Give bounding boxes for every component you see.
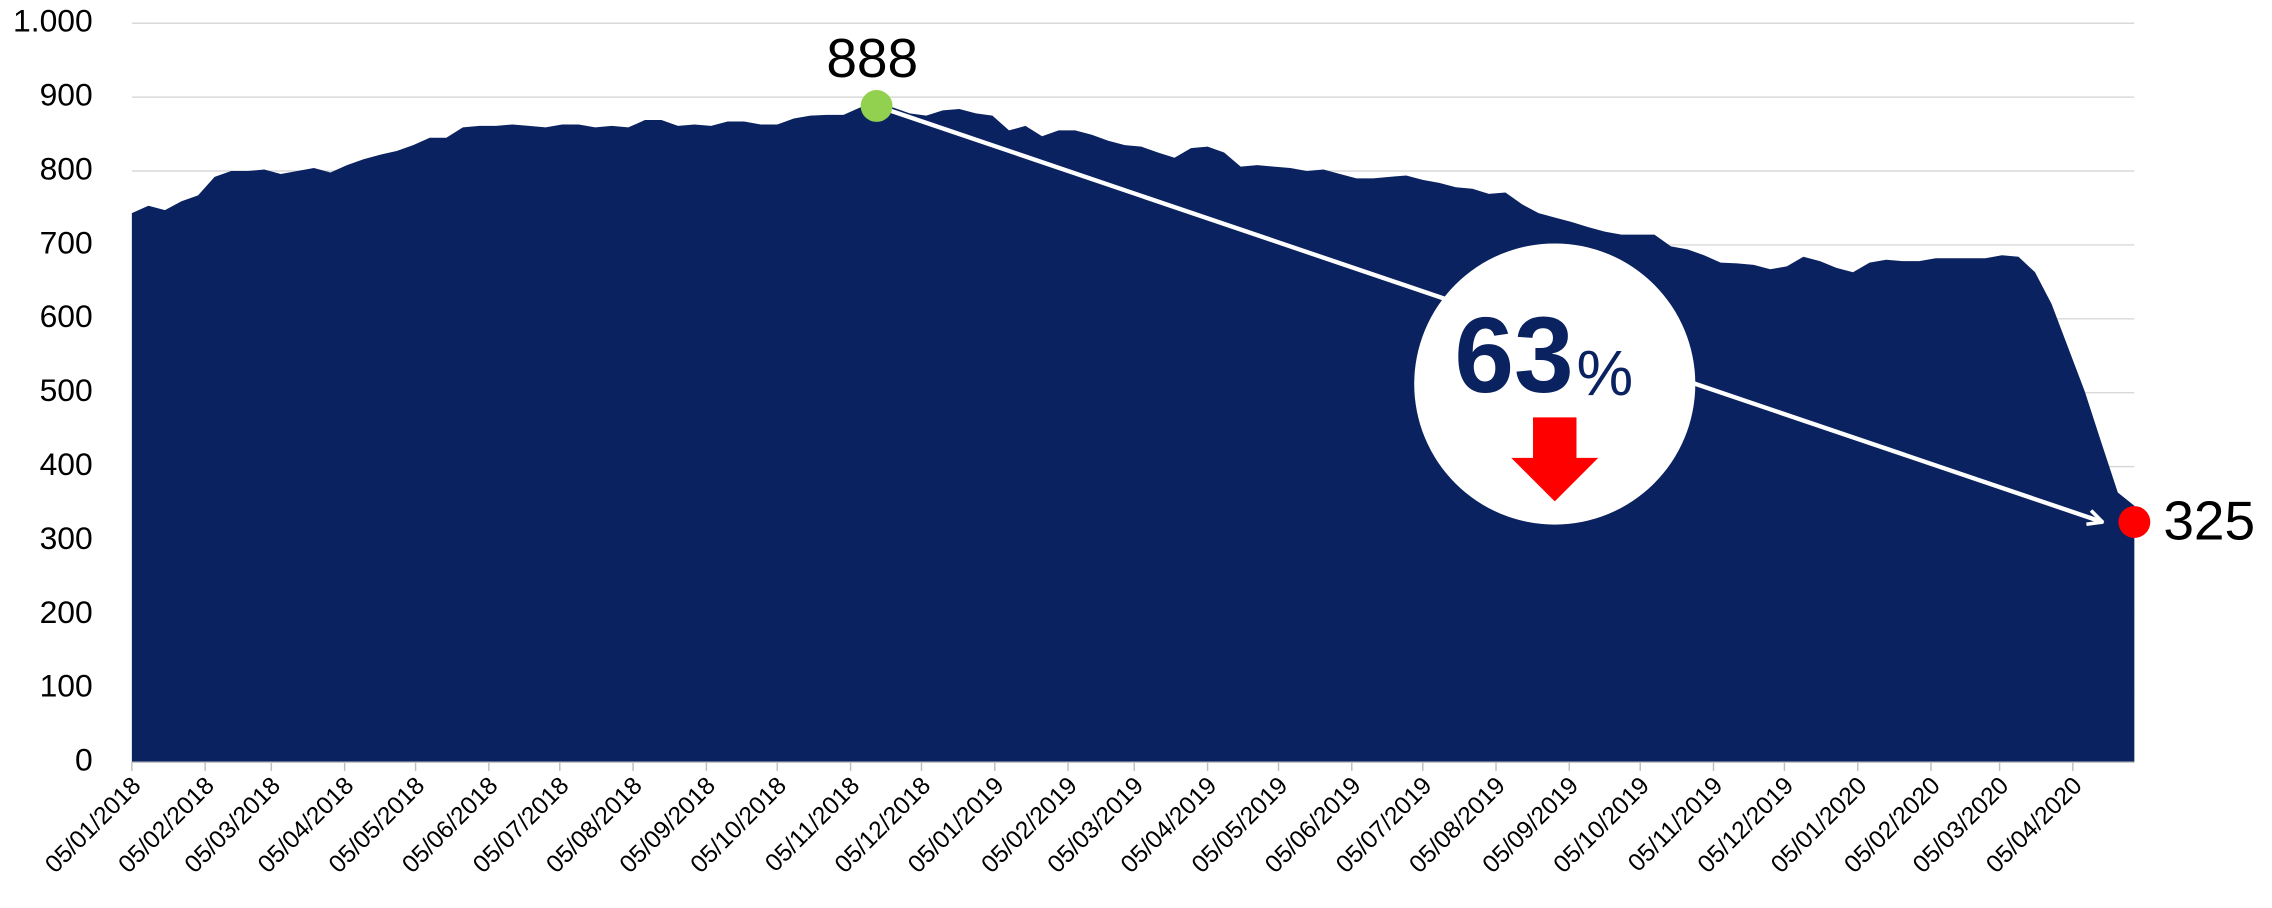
y-tick-label: 600 bbox=[40, 298, 93, 334]
marker bbox=[860, 90, 893, 122]
callout-unit: % bbox=[1576, 337, 1633, 409]
callout-value: 63 bbox=[1454, 295, 1573, 415]
y-tick-label: 0 bbox=[75, 742, 93, 778]
callout-circle bbox=[1414, 243, 1696, 525]
area bbox=[131, 104, 2135, 763]
y-tick-label: 100 bbox=[40, 668, 93, 704]
y-tick-label: 900 bbox=[40, 77, 93, 113]
marker-label: 325 bbox=[2163, 489, 2255, 551]
y-tick-label: 500 bbox=[40, 372, 93, 408]
y-tick-label: 300 bbox=[40, 520, 93, 556]
y-tick-label: 1.000 bbox=[13, 3, 93, 39]
marker bbox=[2118, 506, 2151, 538]
down-arrow bbox=[1511, 417, 1599, 502]
y-tick-label: 200 bbox=[40, 594, 93, 630]
marker-label: 888 bbox=[826, 27, 918, 89]
y-tick-label: 800 bbox=[40, 150, 93, 186]
y-tick-label: 400 bbox=[40, 446, 93, 482]
y-tick-label: 700 bbox=[40, 224, 93, 260]
